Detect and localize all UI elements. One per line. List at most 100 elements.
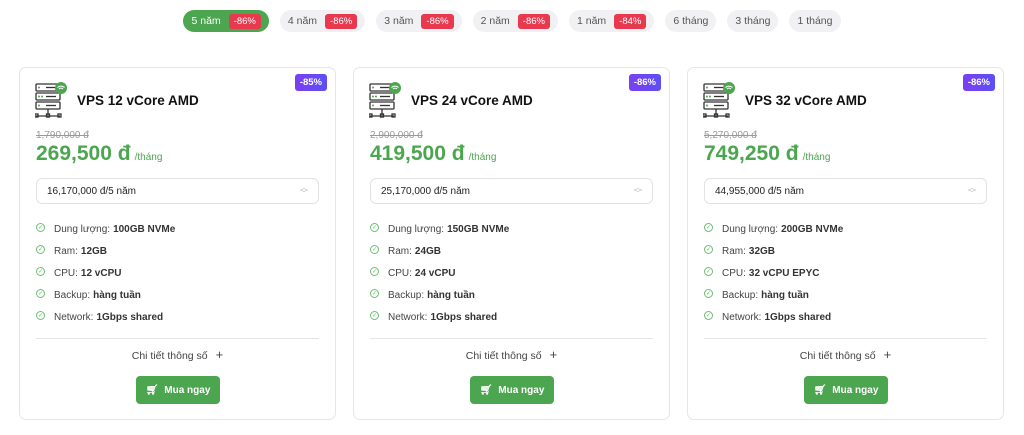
period-tab[interactable]: 4 năm -86% bbox=[279, 10, 366, 32]
buy-now-button[interactable]: 🛒︎ Mua ngay bbox=[470, 376, 554, 404]
feature-list: ✓ Dung lượng: 150GB NVMe ✓ Ram: 24GB ✓ CPU: 24 v… bbox=[370, 218, 509, 328]
feature-item: ✓ CPU: 32 vCPU EPYC bbox=[704, 262, 843, 284]
period-label: 3 tháng bbox=[735, 15, 771, 27]
feature-label: Dung lượng: bbox=[722, 223, 779, 235]
check-circle-icon: ✓ bbox=[704, 222, 713, 232]
feature-label: Network: bbox=[388, 311, 428, 323]
period-label: 6 tháng bbox=[673, 15, 709, 27]
feature-value: hàng tuần bbox=[427, 289, 475, 301]
period-tab[interactable]: 5 năm -86% bbox=[183, 10, 269, 32]
feature-item: ✓ Network: 1Gbps shared bbox=[704, 306, 843, 328]
buy-now-button[interactable]: 🛒︎ Mua ngay bbox=[136, 376, 220, 404]
feature-item: ✓ Backup: hàng tuần bbox=[370, 284, 509, 306]
plan-name: VPS 12 vCore AMD bbox=[77, 93, 199, 108]
feature-value: 1Gbps shared bbox=[96, 311, 164, 323]
details-label: Chi tiết thông số bbox=[465, 350, 542, 362]
discount-badge: -86% bbox=[628, 74, 661, 91]
plus-icon: + bbox=[883, 347, 892, 362]
divider bbox=[370, 338, 653, 339]
billing-select-value: 25,170,000 đ/5 năm bbox=[381, 185, 470, 197]
plan-name: VPS 24 vCore AMD bbox=[411, 93, 533, 108]
buy-now-button[interactable]: 🛒︎ Mua ngay bbox=[804, 376, 888, 404]
feature-label: Network: bbox=[54, 311, 94, 323]
details-label: Chi tiết thông số bbox=[799, 350, 876, 362]
check-circle-icon: ✓ bbox=[704, 244, 713, 254]
check-circle-icon: ✓ bbox=[704, 310, 713, 320]
feature-label: Ram: bbox=[54, 245, 78, 257]
check-circle-icon: ✓ bbox=[370, 288, 379, 298]
feature-value: 32 vCPU EPYC bbox=[748, 267, 820, 279]
feature-label: CPU: bbox=[722, 267, 746, 279]
billing-select[interactable]: 25,170,000 đ/5 năm ︿ ﹀ bbox=[370, 178, 653, 204]
period-label: 5 năm bbox=[191, 15, 221, 27]
old-price: 5,270,000 đ bbox=[704, 130, 757, 141]
feature-item: ✓ Network: 1Gbps shared bbox=[36, 306, 175, 328]
plus-icon: + bbox=[549, 347, 558, 362]
period-tab[interactable]: 2 năm -86% bbox=[472, 10, 558, 32]
check-circle-icon: ✓ bbox=[704, 266, 713, 276]
check-circle-icon: ✓ bbox=[370, 244, 379, 254]
feature-item: ✓ Dung lượng: 200GB NVMe bbox=[704, 218, 843, 240]
billing-select[interactable]: 44,955,000 đ/5 năm ︿ ﹀ bbox=[704, 178, 987, 204]
old-price: 2,900,000 đ bbox=[370, 130, 423, 141]
feature-value: 100GB NVMe bbox=[113, 223, 176, 235]
feature-label: Backup: bbox=[722, 289, 759, 301]
plus-icon: + bbox=[215, 347, 224, 362]
check-circle-icon: ✓ bbox=[36, 266, 45, 276]
feature-item: ✓ Ram: 32GB bbox=[704, 240, 843, 262]
discount-badge: -86% bbox=[962, 74, 995, 91]
feature-item: ✓ Ram: 12GB bbox=[36, 240, 175, 262]
period-tabs: 5 năm -86% 4 năm -86% 3 năm -86% 2 năm -86% 1 nă… bbox=[0, 10, 1024, 32]
price: 749,250 đ/tháng bbox=[704, 142, 830, 166]
plan-name: VPS 32 vCore AMD bbox=[745, 93, 867, 108]
billing-select[interactable]: 16,170,000 đ/5 năm ︿ ﹀ bbox=[36, 178, 319, 204]
period-tab[interactable]: 3 tháng bbox=[727, 10, 779, 32]
period-tab[interactable]: 3 năm -86% bbox=[376, 10, 462, 32]
feature-label: CPU: bbox=[54, 267, 78, 279]
plan-card: -85% VPS 12 vCore AMD 1,790,000 đ 269,50… bbox=[19, 67, 336, 420]
feature-list: ✓ Dung lượng: 100GB NVMe ✓ Ram: 12GB ✓ CPU: 12 v… bbox=[36, 218, 175, 328]
check-circle-icon: ✓ bbox=[370, 266, 379, 276]
price-value: 749,250 đ bbox=[704, 142, 799, 165]
feature-item: ✓ Network: 1Gbps shared bbox=[370, 306, 509, 328]
feature-item: ✓ CPU: 24 vCPU bbox=[370, 262, 509, 284]
buy-label: Mua ngay bbox=[832, 384, 879, 396]
price-unit: /tháng bbox=[802, 152, 831, 163]
plan-card: -86% VPS 32 vCore AMD 5,270,000 đ 749,25… bbox=[687, 67, 1004, 420]
feature-item: ✓ Ram: 24GB bbox=[370, 240, 509, 262]
details-toggle[interactable]: Chi tiết thông số + bbox=[20, 347, 335, 362]
feature-value: 12 vCPU bbox=[80, 267, 122, 279]
details-toggle[interactable]: Chi tiết thông số + bbox=[354, 347, 669, 362]
feature-value: 150GB NVMe bbox=[447, 223, 510, 235]
billing-select-value: 16,170,000 đ/5 năm bbox=[47, 185, 136, 197]
buy-label: Mua ngay bbox=[164, 384, 211, 396]
divider bbox=[36, 338, 319, 339]
discount-badge: -86% bbox=[421, 13, 454, 29]
feature-label: Ram: bbox=[388, 245, 412, 257]
period-tab[interactable]: 6 tháng bbox=[665, 10, 717, 32]
check-circle-icon: ✓ bbox=[36, 310, 45, 320]
feature-label: Ram: bbox=[722, 245, 746, 257]
check-circle-icon: ✓ bbox=[370, 222, 379, 232]
feature-label: Dung lượng: bbox=[388, 223, 445, 235]
price-unit: /tháng bbox=[468, 152, 497, 163]
feature-value: 24GB bbox=[414, 245, 442, 257]
feature-value: 1Gbps shared bbox=[764, 311, 832, 323]
check-circle-icon: ✓ bbox=[704, 288, 713, 298]
discount-badge: -84% bbox=[614, 13, 647, 29]
feature-value: 200GB NVMe bbox=[781, 223, 844, 235]
period-tab[interactable]: 1 tháng bbox=[789, 10, 841, 32]
feature-value: hàng tuần bbox=[761, 289, 809, 301]
details-toggle[interactable]: Chi tiết thông số + bbox=[688, 347, 1003, 362]
period-tab[interactable]: 1 năm -84% bbox=[568, 10, 655, 32]
feature-item: ✓ Dung lượng: 150GB NVMe bbox=[370, 218, 509, 240]
period-label: 1 năm bbox=[576, 15, 607, 27]
period-label: 1 tháng bbox=[797, 15, 833, 27]
divider bbox=[704, 338, 987, 339]
feature-label: CPU: bbox=[388, 267, 412, 279]
feature-value: 24 vCPU bbox=[414, 267, 456, 279]
billing-select-value: 44,955,000 đ/5 năm bbox=[715, 185, 804, 197]
buy-label: Mua ngay bbox=[498, 384, 545, 396]
discount-badge: -86% bbox=[325, 13, 358, 29]
feature-value: hàng tuần bbox=[93, 289, 141, 301]
